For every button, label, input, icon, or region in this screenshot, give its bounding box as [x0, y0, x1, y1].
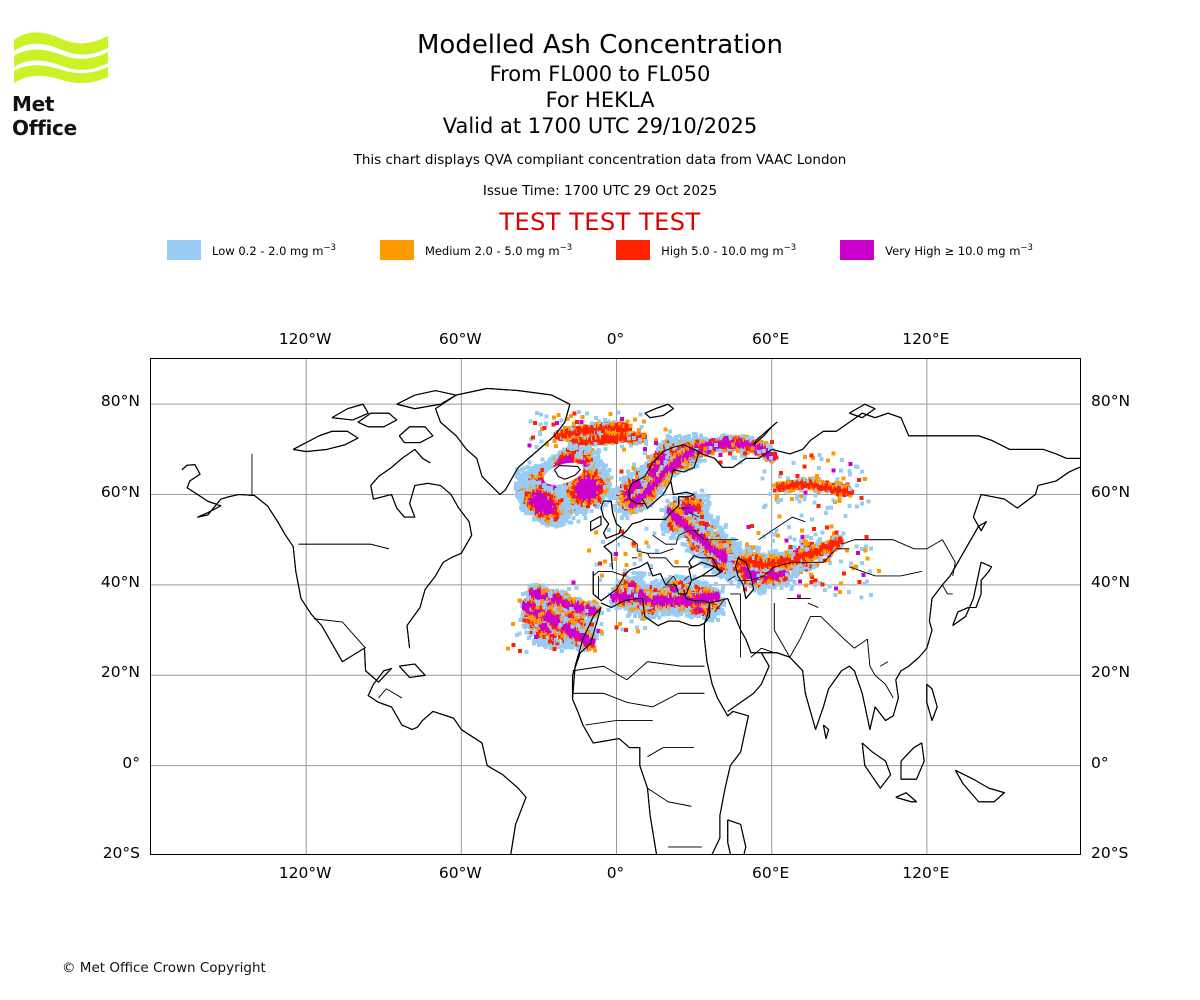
x-tick-top-4: 120°E	[902, 330, 950, 348]
legend-label-low: Low 0.2 - 2.0 mg m−3	[212, 242, 336, 258]
country-borders	[251, 453, 956, 848]
x-tick-bottom-3: 60°E	[752, 864, 790, 882]
x-tick-top-1: 60°W	[438, 330, 482, 348]
copyright-notice: © Met Office Crown Copyright	[62, 960, 266, 976]
plume-gap	[543, 462, 584, 485]
page-title: Modelled Ash Concentration	[416, 30, 784, 60]
y-tick-right-1: 60°N	[1091, 482, 1131, 501]
y-tick-left-3: 20°N	[100, 663, 140, 682]
issue-time: Issue Time: 1700 UTC 29 Oct 2025	[482, 183, 718, 199]
ash-plume-layer	[506, 409, 881, 655]
country-borders	[251, 453, 956, 848]
y-tick-left-0: 80°N	[100, 392, 140, 411]
legend-item-high: High 5.0 - 10.0 mg m−3	[616, 240, 796, 260]
met-office-wordmark: Met Office	[12, 92, 77, 140]
y-tick-left-5: 20°S	[102, 844, 140, 862]
y-tick-right-0: 80°N	[1091, 392, 1131, 411]
y-tick-left-2: 40°N	[100, 572, 140, 591]
x-tick-bottom-1: 60°W	[438, 864, 482, 882]
map-canvas	[151, 359, 1080, 854]
legend-item-low: Low 0.2 - 2.0 mg m−3	[167, 240, 336, 260]
legend-swatch-high	[616, 240, 651, 260]
chart-header: Modelled Ash Concentration From FL000 to…	[0, 0, 1200, 236]
met-office-wave-icon	[14, 32, 108, 84]
y-tick-left-1: 60°N	[100, 482, 140, 501]
y-tick-left-4: 0°	[122, 753, 140, 772]
y-tick-right-3: 20°N	[1091, 663, 1131, 682]
x-tick-bottom-4: 120°E	[902, 864, 950, 882]
legend-label-high: High 5.0 - 10.0 mg m−3	[661, 242, 797, 258]
legend-item-very-high: Very High ≥ 10.0 mg m−3	[840, 240, 1033, 260]
valid-time-subtitle: Valid at 1700 UTC 29/10/2025	[442, 114, 758, 138]
legend-swatch-medium	[379, 240, 414, 260]
map-coastlines	[181, 387, 1080, 854]
x-tick-top-2: 0°	[606, 330, 625, 348]
y-tick-right-5: 20°S	[1091, 844, 1129, 862]
x-tick-bottom-0: 120°W	[278, 864, 332, 882]
qva-note: This chart displays QVA compliant concen…	[353, 152, 847, 168]
legend-label-medium: Medium 2.0 - 5.0 mg m−3	[424, 242, 573, 258]
flight-level-subtitle: From FL000 to FL050	[489, 62, 711, 86]
concentration-legend: Low 0.2 - 2.0 mg m−3 Medium 2.0 - 5.0 mg…	[0, 240, 1200, 260]
ash-concentration-map[interactable]	[150, 358, 1081, 855]
y-tick-right-4: 0°	[1091, 753, 1109, 772]
legend-label-very-high: Very High ≥ 10.0 mg m−3	[885, 242, 1033, 258]
x-tick-top-0: 120°W	[278, 330, 332, 348]
volcano-subtitle: For HEKLA	[545, 88, 655, 112]
legend-swatch-very-high	[840, 240, 875, 260]
test-banner: TEST TEST TEST	[499, 208, 701, 236]
legend-item-medium: Medium 2.0 - 5.0 mg m−3	[379, 240, 573, 260]
y-tick-right-2: 40°N	[1091, 572, 1131, 591]
x-tick-bottom-2: 0°	[606, 864, 625, 882]
met-office-logo: Met Office	[12, 26, 122, 140]
x-tick-top-3: 60°E	[752, 330, 790, 348]
legend-swatch-low	[167, 240, 202, 260]
